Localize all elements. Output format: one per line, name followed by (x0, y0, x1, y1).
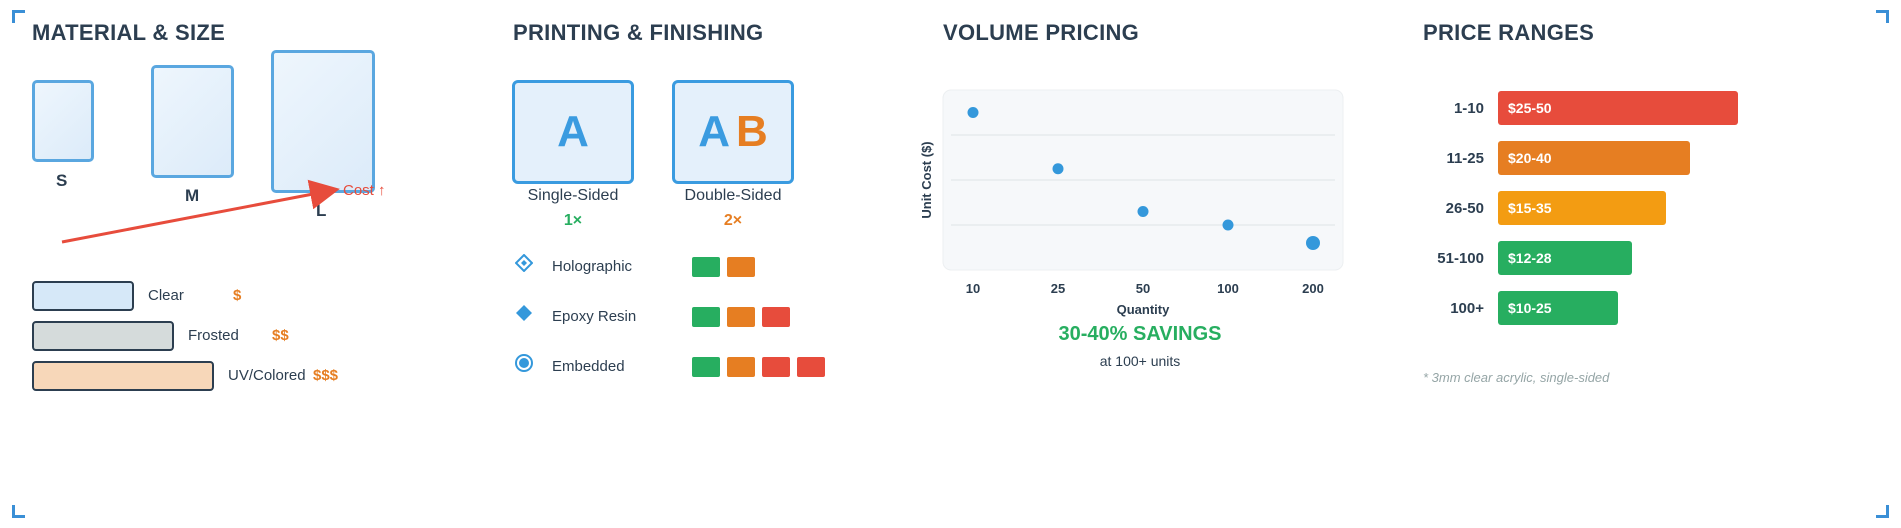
chart-point (967, 107, 979, 118)
material-cost-frosted: $$ (272, 327, 289, 344)
price-range-bar: $20-40 (1498, 141, 1690, 175)
size-box-medium (151, 65, 234, 178)
finish-cost-level (692, 357, 720, 377)
price-range-category: 11-25 (1446, 150, 1484, 167)
size-box-large (271, 50, 375, 193)
finish-cost-level (797, 357, 825, 377)
diamond-outline-icon (515, 254, 533, 272)
section-title-volume: VOLUME PRICING (943, 20, 1140, 45)
single-sided-label: Single-Sided (527, 187, 619, 204)
finish-label-holographic: Holographic (552, 258, 633, 275)
diamond-filled-icon (516, 305, 532, 321)
size-label-medium: M (185, 186, 200, 205)
savings-headline: 30-40% SAVINGS (1058, 323, 1222, 345)
material-label-uv-colored: UV/Colored (228, 367, 306, 384)
finish-cost-level (727, 357, 755, 377)
corner-marker-bottom-left (12, 505, 25, 518)
cost-arrow (61, 179, 340, 244)
size-label-small: S (56, 171, 68, 190)
price-range-category: 1-10 (1453, 100, 1484, 117)
y-axis-label: Unit Cost ($) (919, 141, 934, 218)
x-tick-label: 200 (1302, 281, 1324, 296)
double-sided-label: Double-Sided (684, 187, 782, 204)
price-footnote: * 3mm clear acrylic, single-sided (1423, 370, 1610, 385)
price-range-bar: $10-25 (1498, 291, 1618, 325)
single-sided-box: A (512, 80, 634, 184)
finish-label-embedded: Embedded (552, 358, 625, 375)
x-axis-label: Quantity (1117, 302, 1170, 317)
finish-cost-level (762, 307, 790, 327)
x-tick-label: 100 (1217, 281, 1239, 296)
x-tick-label: 25 (1051, 281, 1065, 296)
double-sided-glyph-a: A (698, 107, 730, 156)
size-box-small (32, 80, 94, 162)
price-range-category: 100+ (1450, 300, 1484, 317)
material-label-frosted: Frosted (188, 327, 239, 344)
section-title-printing: PRINTING & FINISHING (513, 20, 764, 45)
volume-pricing-chart: 10 25 50 100 200 Quantity Unit Cost ($) (919, 89, 1344, 317)
savings-note: at 100+ units (1099, 353, 1181, 369)
price-range-bar: $15-35 (1498, 191, 1666, 225)
material-cost-uv-colored: $$$ (313, 367, 339, 384)
double-sided-box: A B (672, 80, 794, 184)
finish-cost-level (727, 307, 755, 327)
x-tick-label: 50 (1136, 281, 1150, 296)
material-bar-clear (32, 281, 134, 311)
size-label-large: L (316, 201, 327, 220)
finish-cost-level (727, 257, 755, 277)
price-range-bar: $25-50 (1498, 91, 1738, 125)
finish-cost-level (692, 307, 720, 327)
price-range-bar: $12-28 (1498, 241, 1632, 275)
single-sided-glyph: A (557, 107, 589, 156)
material-label-clear: Clear (148, 287, 184, 304)
finish-label-epoxy-resin: Epoxy Resin (552, 308, 637, 325)
material-cost-clear: $ (233, 287, 242, 304)
corner-marker-top-left (12, 10, 25, 23)
price-range-category: 26-50 (1445, 200, 1484, 217)
x-tick-label: 10 (966, 281, 980, 296)
circle-icon (515, 354, 533, 372)
corner-marker-top-right (1876, 10, 1889, 23)
finish-cost-level (692, 257, 720, 277)
price-range-category: 51-100 (1437, 250, 1484, 267)
material-bar-frosted (32, 321, 174, 351)
single-sided-multiplier: 1× (563, 212, 583, 229)
section-title-ranges: PRICE RANGES (1423, 20, 1595, 45)
double-sided-multiplier: 2× (723, 212, 743, 229)
cost-arrow-label: Cost ↑ (343, 182, 386, 199)
corner-marker-bottom-right (1876, 505, 1889, 518)
material-bar-uv-colored (32, 361, 214, 391)
chart-point (1306, 236, 1320, 250)
finish-cost-level (762, 357, 790, 377)
chart-point (1222, 219, 1234, 231)
chart-point (1052, 163, 1064, 175)
double-sided-glyph-b: B (736, 107, 768, 156)
section-title-material: MATERIAL & SIZE (32, 20, 226, 45)
chart-point (1137, 206, 1149, 217)
